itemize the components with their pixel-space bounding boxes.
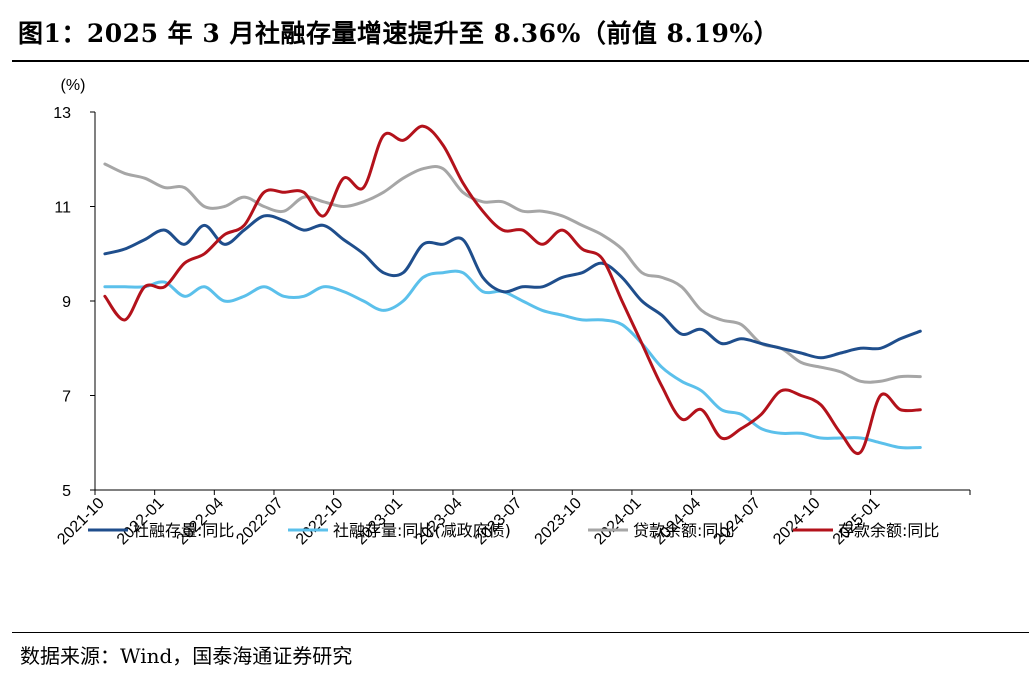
title-rule — [12, 60, 1029, 62]
chart-series-lines — [103, 124, 922, 456]
chart-legend: 社融存量:同比 社融存量:同比(减政府债) 贷款余额:同比 存款余额:同比 — [88, 521, 939, 540]
y-tick-label: 5 — [62, 483, 71, 500]
series-line-2 — [103, 269, 922, 450]
y-tick-label: 9 — [62, 294, 71, 311]
y-tick-label: 7 — [62, 389, 71, 406]
legend-label: 社融存量:同比(减政府债) — [333, 521, 511, 540]
source-rule — [12, 632, 1029, 633]
y-tick-label: 13 — [53, 105, 71, 122]
y-tick-label: 11 — [54, 200, 71, 217]
series-line-3 — [103, 162, 922, 384]
y-axis-unit-label: (%) — [61, 77, 86, 94]
legend-label: 贷款余额:同比 — [633, 521, 734, 540]
x-tick-label: 2022-07 — [233, 495, 287, 549]
series-line-1 — [103, 214, 922, 360]
legend-label: 社融存量:同比 — [133, 521, 234, 540]
chart-title: 图1：2025 年 3 月社融存量增速提升至 8.36%（前值 8.19%） — [18, 19, 780, 48]
data-source: 数据来源：Wind，国泰海通证券研究 — [20, 644, 353, 668]
x-tick-label: 2021-10 — [54, 495, 108, 549]
series-line-4 — [103, 124, 922, 456]
x-tick-label: 2024-10 — [770, 495, 824, 549]
x-tick-label: 2023-10 — [532, 495, 586, 549]
legend-label: 存款余额:同比 — [838, 521, 939, 540]
